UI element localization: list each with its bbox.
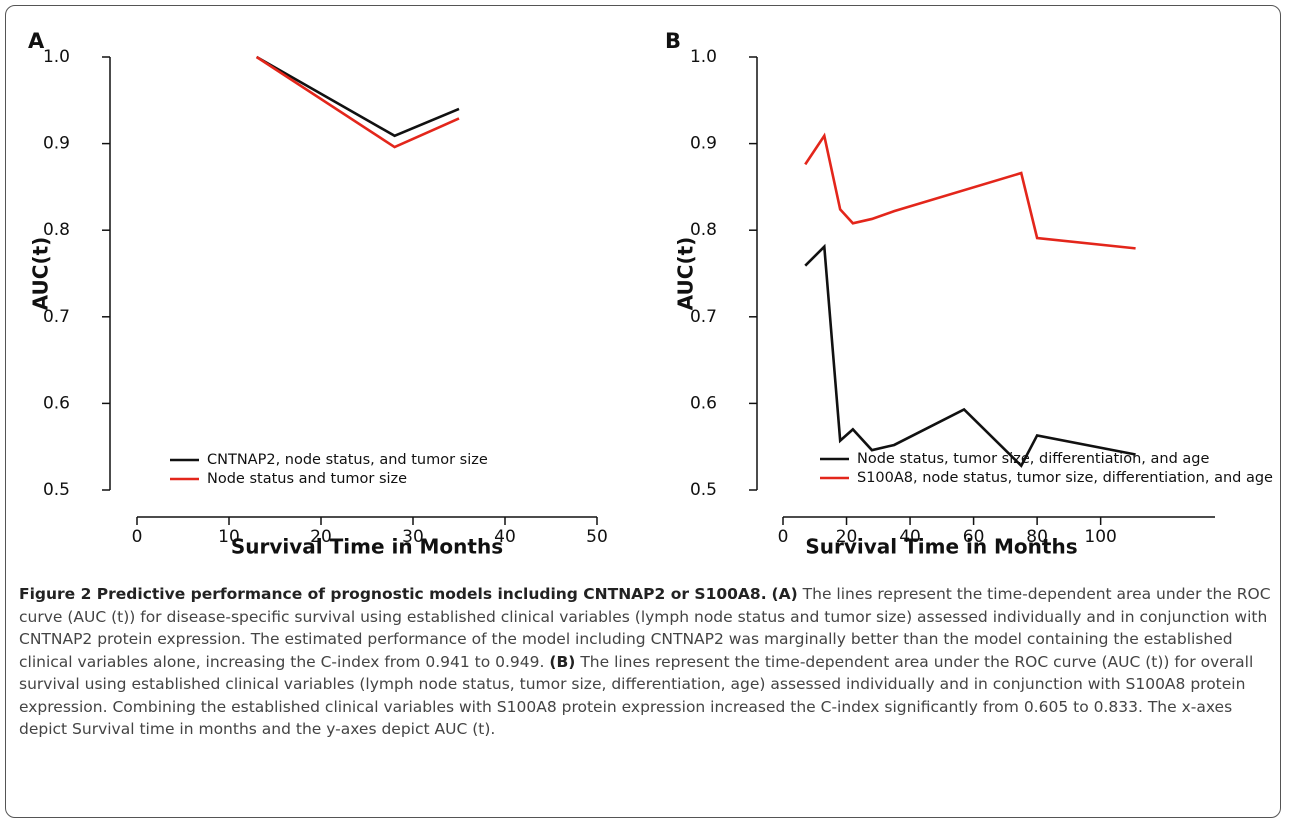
x-tick-label: 0: [778, 527, 789, 547]
legend-label: S100A8, node status, tumor size, differe…: [857, 470, 1273, 486]
caption-title: Figure 2 Predictive performance of progn…: [19, 585, 767, 603]
x-tick-label: 100: [1084, 527, 1116, 547]
y-tick-label: 0.8: [43, 220, 70, 240]
x-tick-label: 40: [494, 527, 516, 547]
legend-label: CNTNAP2, node status, and tumor size: [207, 452, 488, 468]
line: [255, 55, 460, 149]
line: [804, 132, 1136, 250]
y-tick-label: 1.0: [690, 47, 717, 67]
y-tick-label: 0.5: [690, 480, 717, 500]
x-tick-label: 30: [402, 527, 424, 547]
y-tick-label: 1.0: [43, 47, 70, 67]
x-tick-label: 40: [899, 527, 921, 547]
panel-label: A: [28, 29, 45, 53]
y-tick-label: 0.9: [690, 134, 717, 154]
charts: A 0.5 0.6 0.7 0.8 0.9 1.0 0 10 20 30 40 50 Survival T…: [28, 29, 1273, 559]
x-tick-label: 50: [586, 527, 608, 547]
x-axis-title: Survival Time in Months: [231, 535, 503, 559]
line: [255, 55, 460, 138]
y-tick-label: 0.8: [690, 220, 717, 240]
y-tick-label: 0.6: [690, 393, 717, 413]
caption-text: The lines represent the time-dependent a…: [19, 652, 1254, 739]
x-tick-label: 0: [132, 527, 143, 547]
legend-label: Node status, tumor size, differentiation…: [857, 451, 1209, 467]
caption-label: (B): [549, 652, 576, 671]
y-axis-title: AUC(t): [674, 237, 698, 311]
y-tick-label: 0.5: [43, 480, 70, 500]
y-tick-label: 0.9: [43, 134, 70, 154]
caption-label: (A): [771, 585, 798, 603]
caption-text: The lines represent the time-dependent a…: [19, 585, 1271, 671]
x-tick-label: 60: [963, 527, 985, 547]
x-tick-label: 10: [218, 527, 240, 547]
y-axis-title: AUC(t): [29, 237, 53, 311]
y-tick-label: 0.7: [43, 307, 70, 327]
x-axis-title: Survival Time in Months: [805, 535, 1077, 559]
y-tick-label: 0.7: [690, 307, 717, 327]
x-tick-label: 20: [836, 527, 858, 547]
legend-label: Node status and tumor size: [207, 471, 407, 487]
figure-frame: [5, 5, 1281, 818]
panel-label: B: [665, 29, 681, 53]
y-tick-label: 0.6: [43, 393, 70, 413]
x-tick-label: 80: [1026, 527, 1048, 547]
x-tick-label: 20: [310, 527, 332, 547]
line: [804, 243, 1136, 468]
caption: Figure 2 Predictive performance of progn…: [19, 583, 1274, 741]
